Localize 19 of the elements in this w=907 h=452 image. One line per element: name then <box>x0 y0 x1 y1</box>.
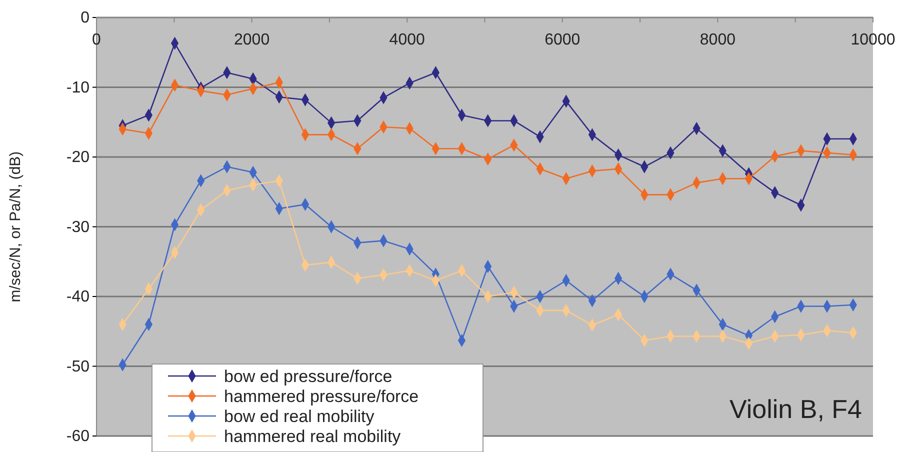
y-axis-title: m/sec/N, or Pa/N, (dB) <box>7 151 24 302</box>
legend-label: bow ed real mobility <box>224 407 375 426</box>
y-tick-label: -40 <box>66 288 90 306</box>
y-tick-label: -20 <box>66 149 90 166</box>
x-tick-label: 4000 <box>389 32 425 49</box>
y-tick-label: -30 <box>66 218 90 236</box>
y-tick-label: -10 <box>66 79 90 96</box>
legend-label: bow ed pressure/force <box>224 367 392 386</box>
x-tick-label: 6000 <box>544 32 580 49</box>
y-tick-label: -50 <box>66 358 90 376</box>
y-tick-label: 0 <box>80 10 90 27</box>
x-tick-label: 8000 <box>700 32 736 49</box>
x-tick-label: 0 <box>92 32 102 49</box>
legend-label: hammered real mobility <box>224 427 402 446</box>
legend-label: hammered pressure/force <box>224 387 419 406</box>
x-tick-label: 2000 <box>234 32 270 49</box>
annotation: Violin B, F4 <box>730 394 862 424</box>
x-tick-label: 10000 <box>850 32 896 49</box>
y-tick-label: -60 <box>66 428 90 446</box>
